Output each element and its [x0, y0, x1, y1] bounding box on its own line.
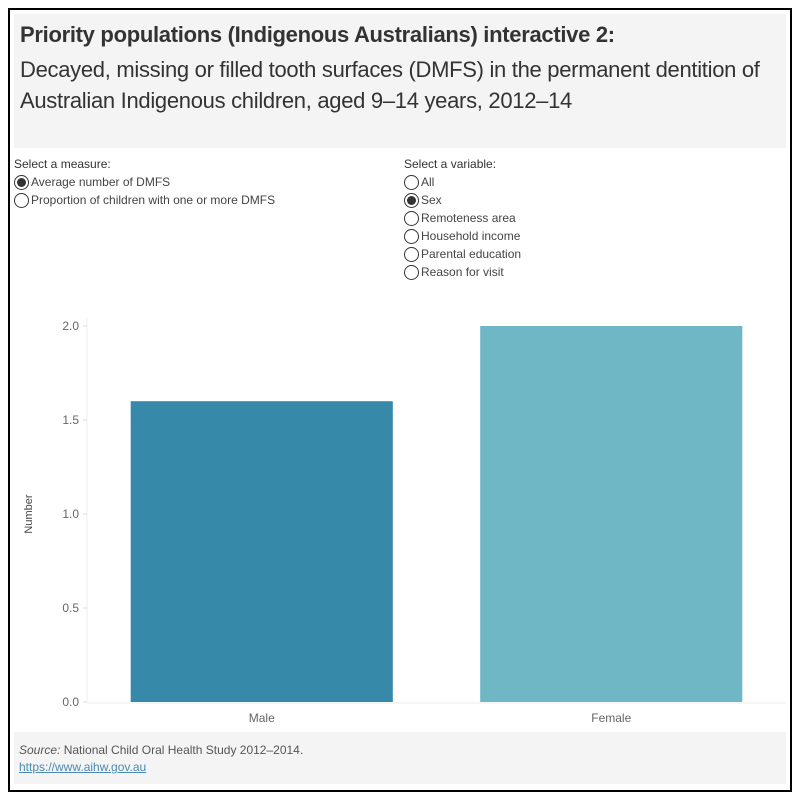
header: Priority populations (Indigenous Austral…: [14, 14, 786, 148]
bar-female[interactable]: [480, 326, 743, 702]
variable-option[interactable]: Remoteness area: [404, 209, 516, 227]
measure-label: Select a measure:: [14, 157, 111, 171]
source-note: Source: National Child Oral Health Study…: [19, 743, 303, 757]
y-axis-title: Number: [23, 494, 35, 533]
measure-option[interactable]: Average number of DMFS: [14, 173, 170, 191]
variable-option-label: Parental education: [421, 247, 522, 261]
footer: Source: National Child Oral Health Study…: [14, 732, 786, 784]
x-tick-label: Male: [249, 711, 275, 725]
y-tick-label: 1.0: [62, 507, 79, 521]
radio-unselected-icon[interactable]: [404, 210, 419, 226]
variable-option-label: Sex: [421, 193, 442, 207]
page-title: Priority populations (Indigenous Austral…: [20, 22, 615, 47]
variable-option-label: Household income: [421, 229, 521, 243]
variable-option-label: Remoteness area: [421, 211, 516, 225]
variable-option[interactable]: Household income: [404, 227, 520, 245]
variable-option[interactable]: All: [404, 173, 434, 191]
radio-unselected-icon[interactable]: [14, 192, 29, 208]
measure-option-label: Proportion of children with one or more …: [31, 193, 276, 207]
bar-chart: 0.0 0.5 1.0 1.5 2.0 Number Male Female: [23, 318, 786, 725]
source-label: Source:: [19, 743, 61, 757]
variable-option[interactable]: Parental education: [404, 245, 521, 263]
bar-male[interactable]: [130, 401, 393, 702]
variable-option[interactable]: Sex: [404, 191, 442, 209]
y-tick-label: 0.5: [62, 601, 79, 615]
radio-selected-icon[interactable]: [14, 174, 29, 190]
measure-option-label: Average number of DMFS: [31, 175, 171, 189]
variable-option-label: All: [421, 175, 435, 189]
x-tick-label: Female: [591, 711, 631, 725]
page-subtitle: Decayed, missing or filled tooth surface…: [20, 57, 760, 113]
radio-selected-icon[interactable]: [404, 192, 419, 208]
variable-option[interactable]: Reason for visit: [404, 263, 504, 281]
radio-unselected-icon[interactable]: [404, 228, 419, 244]
source-text: National Child Oral Health Study 2012–20…: [60, 743, 304, 757]
variable-label: Select a variable:: [404, 157, 497, 171]
aihw-link[interactable]: https://www.aihw.gov.au: [19, 760, 147, 774]
variable-option-label: Reason for visit: [421, 265, 504, 279]
radio-unselected-icon[interactable]: [404, 174, 419, 190]
y-tick-label: 0.0: [62, 695, 79, 709]
radio-unselected-icon[interactable]: [404, 264, 419, 280]
y-tick-label: 1.5: [62, 413, 79, 427]
y-tick-label: 2.0: [62, 319, 79, 333]
radio-unselected-icon[interactable]: [404, 246, 419, 262]
dashboard-frame: Priority populations (Indigenous Austral…: [8, 8, 792, 792]
measure-option[interactable]: Proportion of children with one or more …: [14, 191, 275, 209]
